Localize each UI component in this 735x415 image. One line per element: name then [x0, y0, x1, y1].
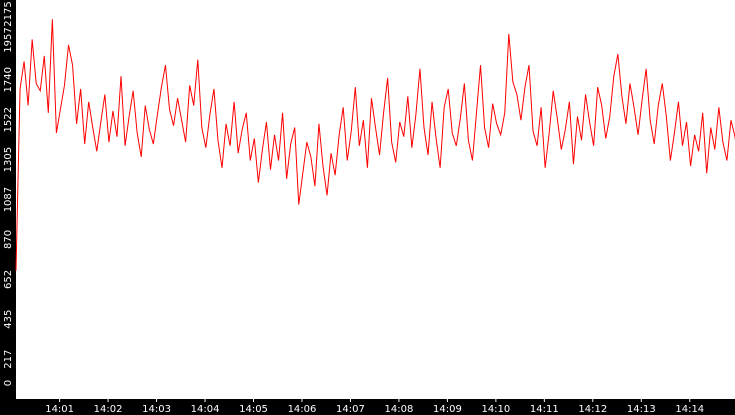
data-points [15, 19, 735, 271]
y-tick-label: 1087 [3, 187, 14, 212]
x-tick-label: 14:11 [530, 404, 559, 415]
plot-area [16, 0, 735, 399]
x-tick-label: 14:07 [336, 404, 365, 415]
x-tick-label: 14:14 [675, 404, 704, 415]
y-tick-label: 0 [3, 380, 14, 386]
x-tick-label: 14:10 [481, 404, 510, 415]
x-tick-label: 14:08 [385, 404, 414, 415]
y-tick-label: 870 [3, 230, 14, 249]
x-tick-label: 14:04 [191, 404, 220, 415]
x-tick-label: 14:02 [94, 404, 123, 415]
x-tick-label: 14:13 [627, 404, 656, 415]
y-tick-label: 1957 [3, 27, 14, 52]
x-tick-label: 14:12 [578, 404, 607, 415]
y-tick-label: 1740 [3, 67, 14, 92]
x-tick-label: 14:05 [239, 404, 268, 415]
series-line [15, 19, 735, 271]
y-tick-label: 1305 [3, 147, 14, 172]
y-tick-label: 652 [3, 270, 14, 289]
y-tick-label: 217 [3, 350, 14, 369]
x-tick-label: 14:01 [45, 404, 74, 415]
y-tick-label: 1522 [3, 107, 14, 132]
y-tick-label: 435 [3, 310, 14, 329]
y-tick-label: 2175 [3, 1, 14, 26]
x-tick-label: 14:03 [142, 404, 171, 415]
x-tick-label: 14:06 [288, 404, 317, 415]
x-axis: 14:01 14:02 14:03 14:04 14:05 14:06 14:07 14:08… [45, 399, 704, 415]
x-tick-label: 14:09 [433, 404, 462, 415]
